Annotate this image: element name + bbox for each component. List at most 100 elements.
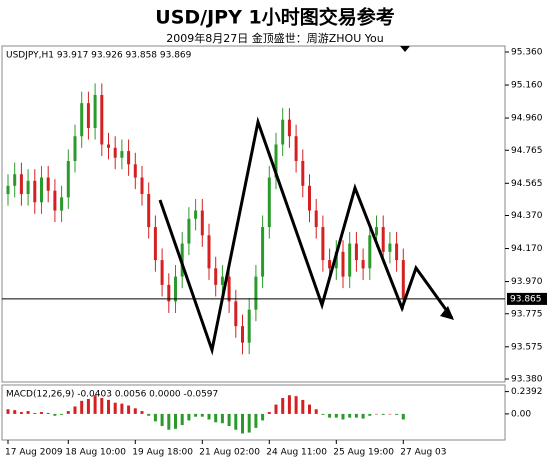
macd-bar [167, 413, 171, 430]
macd-bar [388, 413, 392, 415]
candle-body [133, 164, 137, 178]
candle-body [328, 260, 332, 269]
macd-bar [247, 413, 251, 433]
candle-body [80, 103, 84, 137]
candle-body [381, 227, 385, 252]
candle-body [66, 161, 70, 198]
y-tick-label: 93.775 [511, 309, 543, 319]
macd-bar [60, 413, 64, 415]
macd-bar [6, 409, 10, 414]
candle-body [167, 284, 171, 302]
macd-bar [341, 413, 345, 420]
y-tick-label: 94.565 [511, 179, 543, 189]
candle-body [220, 276, 224, 285]
macd-bar [395, 413, 399, 415]
current-price-box [507, 292, 547, 305]
candle-body [26, 180, 30, 195]
candle-body [321, 227, 325, 261]
y-tick-label: 94.765 [511, 146, 543, 156]
y-tick-label: 95.360 [511, 48, 543, 58]
macd-bar [241, 413, 244, 434]
candle-body [348, 243, 352, 277]
candle-body [120, 151, 124, 158]
macd-bar [368, 413, 372, 416]
y-tick-label: 93.380 [511, 375, 543, 385]
macd-bar [107, 399, 110, 414]
candle-body [86, 103, 90, 128]
macd-bar [381, 413, 385, 415]
candle-body [314, 210, 318, 228]
candle-body [294, 136, 298, 161]
macd-bar [174, 413, 177, 429]
macd-bar [234, 413, 238, 430]
macd-bar [140, 411, 144, 414]
macd-bar [267, 412, 271, 414]
macd-bar [281, 398, 285, 414]
macd-bar [86, 398, 90, 414]
candle-body [60, 197, 64, 211]
macd-bar [220, 413, 224, 424]
candle-body [13, 174, 17, 186]
candle-body [401, 260, 405, 299]
candle-body [93, 94, 97, 128]
candle-body [281, 119, 285, 145]
macd-bar [294, 396, 298, 414]
candle-body [107, 144, 110, 148]
candle-body [301, 161, 305, 186]
candle-body [140, 177, 144, 195]
zigzag-annotation [158, 116, 454, 356]
macd-bar [328, 413, 332, 418]
x-tick-label: 21 Aug 02:00 [199, 448, 260, 458]
macd-bar [200, 413, 204, 417]
chart-title: USD/JPY 1小时图交易参考 [155, 6, 394, 29]
macd-bar [194, 413, 198, 417]
candle-body [287, 119, 291, 137]
candle-body [200, 210, 204, 236]
shift-marker [400, 46, 410, 52]
candle-body [174, 276, 177, 302]
candle-body [214, 268, 218, 285]
macd-bar [120, 403, 124, 414]
macd-bar [321, 413, 325, 415]
macd-bar [274, 404, 278, 414]
candle-body [33, 180, 37, 203]
y-tick-label: 95.160 [511, 81, 543, 91]
macd-bar [301, 399, 305, 414]
x-tick-label: 17 Aug 2009 [5, 448, 63, 458]
candle-body [254, 276, 258, 310]
macd-bar [334, 413, 338, 418]
y-tick-label: 0.2392 [511, 387, 543, 397]
arrow-head [440, 306, 454, 320]
candle-body [375, 227, 378, 236]
macd-bar [348, 413, 352, 418]
candle-body [308, 185, 311, 211]
macd-bar [113, 402, 117, 414]
macd-bar [53, 413, 57, 416]
candle-body [395, 243, 399, 261]
candle-body [53, 190, 57, 211]
macd-bar [127, 405, 131, 414]
candle-body [267, 177, 271, 228]
y-tick-label: 0.00 [511, 409, 531, 419]
candle-body [388, 243, 392, 252]
candle-body [274, 144, 278, 178]
candle-body [100, 94, 104, 145]
candle-body [6, 185, 10, 195]
candle-body [113, 147, 117, 158]
chart-subtitle: 2009年8月27日 金顶盛世：周游ZHOU You [166, 31, 383, 45]
candle-body [368, 235, 372, 269]
candle-body [153, 227, 157, 261]
y-tick-label: 94.170 [511, 244, 543, 254]
candle-body [207, 235, 211, 269]
y-tick-label: 94.960 [511, 114, 543, 124]
macd-bar [19, 412, 23, 414]
macd-bar [207, 413, 211, 420]
macd-bar [160, 413, 164, 427]
macd-bar [287, 395, 291, 414]
macd-bar [314, 409, 318, 414]
macd-bar [33, 412, 37, 414]
candle-body [73, 136, 77, 161]
macd-bar [13, 410, 17, 414]
macd-bar [153, 413, 157, 422]
